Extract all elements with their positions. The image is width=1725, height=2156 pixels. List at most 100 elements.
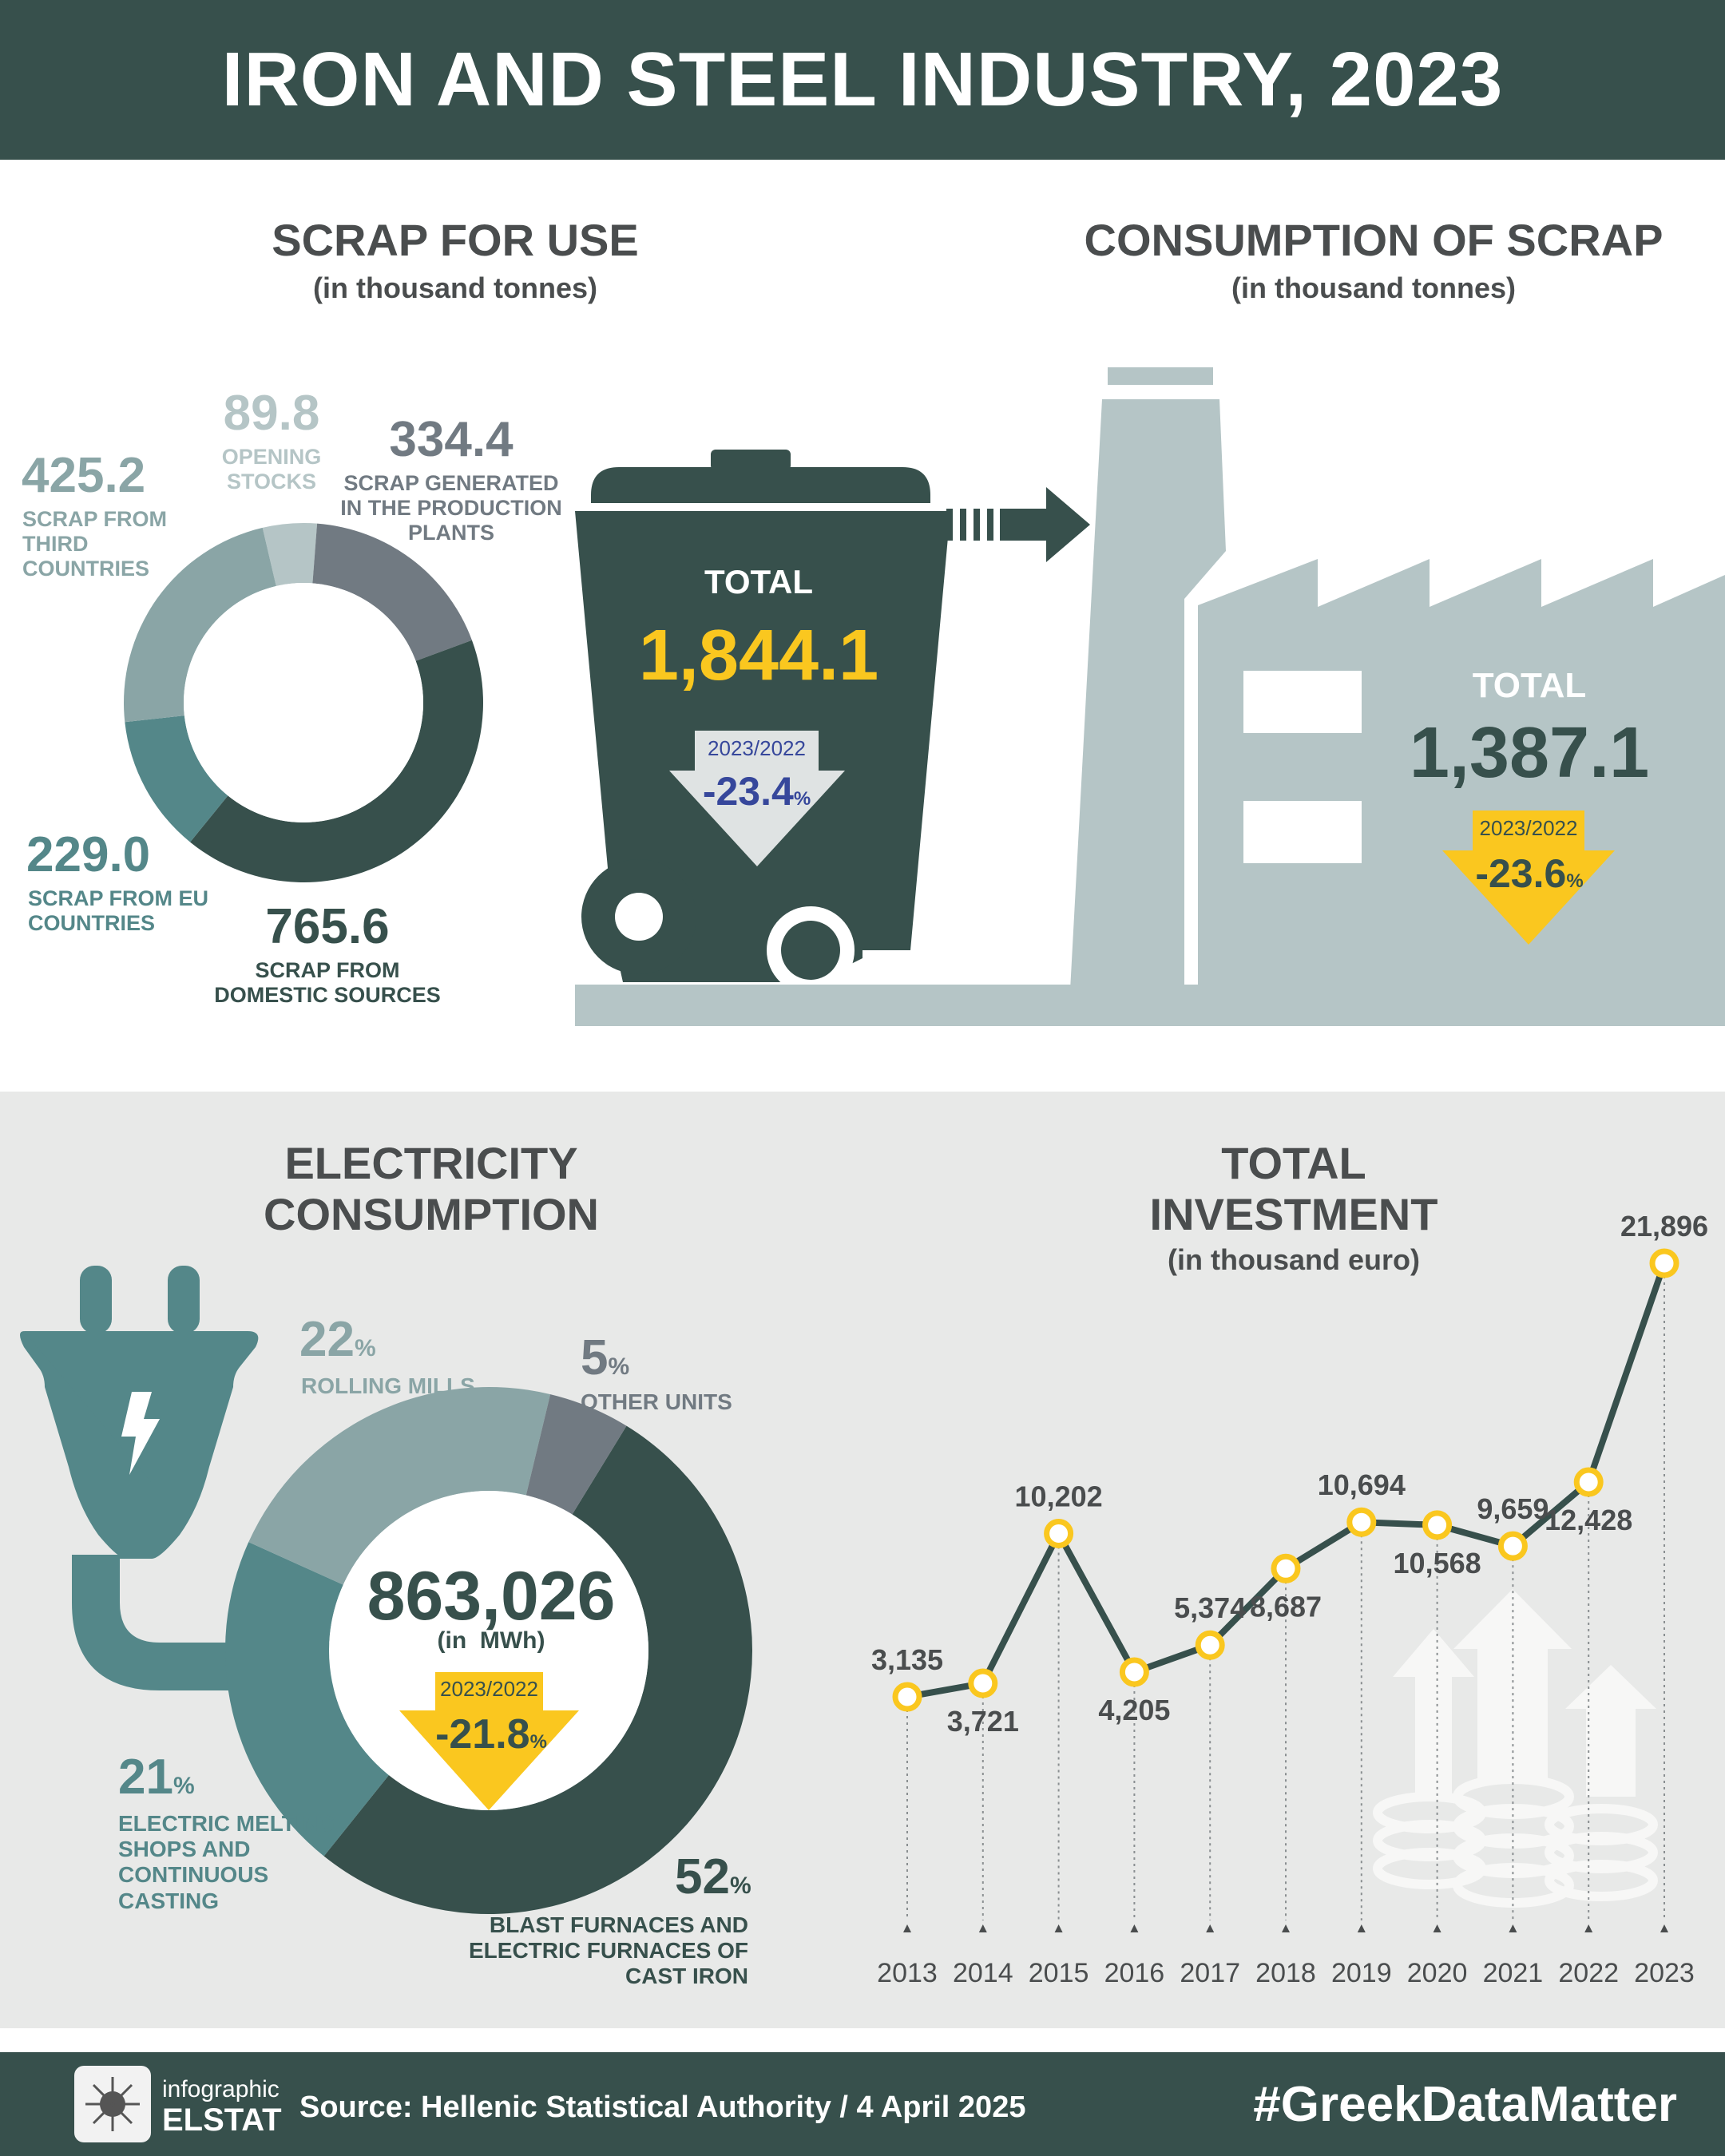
scrap-change-period: 2023/2022 — [708, 736, 806, 760]
data-label: 12,428 — [1545, 1504, 1632, 1536]
x-tick-label: 2023 — [1634, 1958, 1695, 1988]
scrap-for-use-title: SCRAP FOR USE — [272, 215, 639, 265]
pct-sign: % — [608, 1353, 630, 1380]
electricity-down-arrow-icon — [399, 1672, 579, 1810]
eu-countries-value: 229.0 — [26, 827, 151, 882]
data-label: 3,721 — [947, 1705, 1019, 1738]
x-tick-label: 2019 — [1331, 1958, 1392, 1988]
donut-slice-rolling-mills — [248, 1387, 551, 1585]
blast-furnaces-value: 52 — [675, 1849, 730, 1904]
donut-slice-third — [124, 527, 276, 723]
factory-window — [1243, 671, 1362, 733]
hashtag: #GreekDataMatter — [1253, 2077, 1677, 2132]
tick-marker — [1509, 1924, 1517, 1932]
tick-marker — [1357, 1924, 1366, 1932]
data-point — [1649, 1248, 1679, 1278]
data-label: 9,659 — [1477, 1492, 1549, 1525]
data-point — [1044, 1518, 1074, 1548]
investment-subtitle: (in thousand euro) — [1168, 1243, 1420, 1276]
header-bar — [0, 0, 1725, 160]
x-tick-label: 2022 — [1558, 1958, 1619, 1988]
page-title: IRON AND STEEL INDUSTRY, 2023 — [221, 37, 1504, 122]
data-point — [1346, 1507, 1377, 1537]
tick-marker — [1206, 1924, 1215, 1932]
consumption-change-unit: % — [1566, 870, 1584, 892]
data-label: 10,568 — [1394, 1547, 1481, 1579]
other-units-pct: 5% — [581, 1334, 740, 1383]
tick-marker — [1433, 1924, 1441, 1932]
consumption-change: -23.6% — [1453, 850, 1605, 897]
electricity-change-unit: % — [529, 1731, 547, 1753]
x-tick-label: 2013 — [877, 1958, 938, 1988]
consumption-total-value: 1,387.1 — [1409, 713, 1650, 793]
scrap-donut-chart — [124, 523, 484, 883]
electricity-total-unit: (in MWh) — [437, 1627, 545, 1654]
logo-line1: infographic — [162, 2076, 280, 2102]
scrap-change-unit: % — [793, 788, 811, 810]
donut-slice-blast-furnaces — [323, 1425, 753, 1915]
third-countries-label: SCRAP FROM THIRD COUNTRIES — [22, 507, 168, 581]
scrap-for-use-subtitle: (in thousand tonnes) — [313, 271, 597, 304]
data-point — [1422, 1510, 1453, 1540]
tick-marker — [1282, 1924, 1290, 1932]
data-label: 21,896 — [1620, 1210, 1708, 1242]
consumption-title: CONSUMPTION OF SCRAP — [1084, 215, 1664, 265]
data-point — [892, 1682, 922, 1712]
footer-bar — [0, 2052, 1725, 2156]
rolling-mills-label: ROLLING MILLS — [301, 1373, 475, 1398]
data-label: 3,135 — [871, 1643, 943, 1676]
rolling-mills-pct: 22% — [299, 1315, 539, 1365]
data-point — [1271, 1553, 1301, 1583]
x-tick-label: 2014 — [953, 1958, 1013, 1988]
tick-marker — [1660, 1924, 1668, 1932]
blast-furnaces-pct: 52% — [675, 1853, 835, 1902]
bin-icon — [575, 450, 1090, 994]
donut-hole — [329, 1491, 648, 1810]
scrap-change-value: -23.4 — [702, 769, 794, 814]
donut-slice-eu — [125, 715, 228, 842]
tick-marker — [1054, 1924, 1063, 1932]
factory-down-arrow-icon — [1442, 810, 1615, 945]
x-tick-label: 2018 — [1255, 1958, 1316, 1988]
melting-shops-pct: 21% — [118, 1753, 278, 1802]
donut-slice-melting-shops — [225, 1542, 389, 1857]
logo-line2: ELSTAT — [162, 2102, 282, 2138]
growth-arrows-icon — [1393, 1589, 1656, 1797]
scrap-total-value: 1,844.1 — [638, 616, 879, 696]
electricity-total-value: 863,026 — [367, 1558, 616, 1635]
data-label: 10,202 — [1015, 1480, 1103, 1512]
elstat-logo-icon — [74, 2066, 151, 2142]
source-text: Source: Hellenic Statistical Authority /… — [299, 2091, 1026, 2124]
electricity-change-value: -21.8 — [435, 1711, 530, 1758]
data-point — [968, 1668, 998, 1698]
scrap-graphics — [124, 367, 1725, 1026]
electricity-graphics — [20, 1266, 753, 1915]
tick-marker — [1130, 1924, 1139, 1932]
donut-slice-opening-stocks — [262, 523, 318, 586]
electricity-title: ELECTRICITY CONSUMPTION — [184, 1138, 679, 1240]
donut-slice-generated — [312, 523, 472, 661]
scrap-total-label: TOTAL — [704, 563, 814, 600]
domestic-sources-label: SCRAP FROM DOMESTIC SOURCES — [214, 958, 441, 1008]
data-point — [1497, 1531, 1528, 1561]
other-units-label: OTHER UNITS — [581, 1389, 732, 1414]
eu-countries-label: SCRAP FROM EU COUNTRIES — [28, 886, 209, 936]
factory-window — [1243, 801, 1362, 863]
data-point — [1573, 1467, 1604, 1497]
scrap-change: -23.4% — [687, 768, 827, 814]
data-point — [1119, 1657, 1149, 1687]
tick-marker — [978, 1924, 987, 1932]
x-tick-label: 2015 — [1029, 1958, 1089, 1988]
data-label: 8,687 — [1250, 1590, 1322, 1623]
scrap-generated-value: 334.4 — [389, 412, 514, 467]
data-point — [1195, 1630, 1225, 1660]
donut-slice-domestic — [190, 640, 484, 883]
tick-marker — [903, 1924, 911, 1932]
donut-slice-other-units — [525, 1394, 627, 1515]
scrap-generated-label: SCRAP GENERATED IN THE PRODUCTION PLANTS — [340, 471, 562, 545]
electricity-donut-chart — [225, 1387, 753, 1915]
lightning-icon — [121, 1392, 160, 1475]
melting-shops-label: ELECTRIC MELTING SHOPS AND CONTINUOUS CA… — [118, 1811, 335, 1913]
consumption-change-value: -23.6 — [1475, 851, 1567, 896]
consumption-total-label: TOTAL — [1472, 666, 1587, 705]
